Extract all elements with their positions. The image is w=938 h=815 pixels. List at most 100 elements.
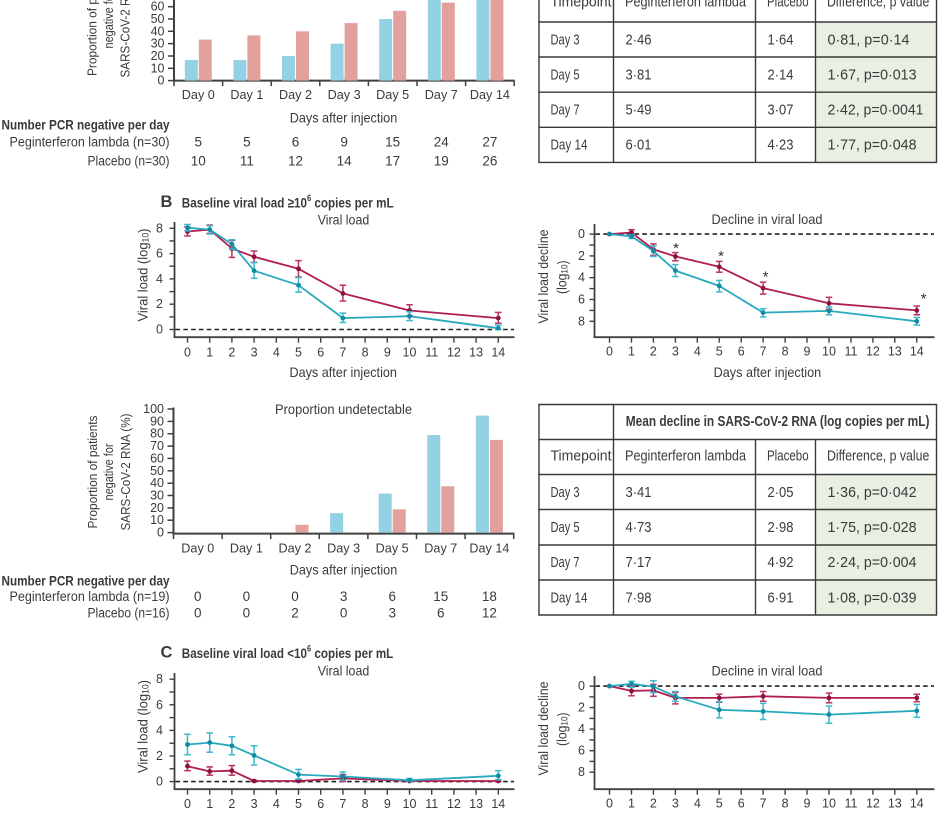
svg-text:Timepoint: Timepoint bbox=[551, 0, 613, 11]
svg-text:0: 0 bbox=[194, 589, 202, 604]
svg-text:Day 0: Day 0 bbox=[181, 542, 214, 556]
svg-text:2: 2 bbox=[228, 797, 235, 811]
svg-text:50: 50 bbox=[151, 12, 165, 26]
svg-text:10: 10 bbox=[403, 797, 417, 811]
svg-text:10: 10 bbox=[151, 61, 165, 75]
svg-text:9: 9 bbox=[804, 345, 811, 359]
svg-text:3: 3 bbox=[672, 345, 679, 359]
svg-text:1·75, p=0·028: 1·75, p=0·028 bbox=[828, 519, 917, 536]
svg-text:2·05: 2·05 bbox=[768, 484, 794, 501]
svg-text:SARS-CoV-2 RNA (%): SARS-CoV-2 RNA (%) bbox=[118, 414, 133, 531]
svg-text:Day 14: Day 14 bbox=[469, 542, 509, 556]
svg-text:2: 2 bbox=[650, 797, 657, 811]
svg-text:12: 12 bbox=[447, 345, 461, 359]
svg-text:10: 10 bbox=[191, 153, 206, 168]
svg-text:1: 1 bbox=[206, 797, 213, 811]
svg-text:3·07: 3·07 bbox=[768, 102, 794, 119]
svg-text:2: 2 bbox=[156, 297, 163, 311]
svg-text:2·98: 2·98 bbox=[768, 519, 794, 536]
svg-text:30: 30 bbox=[150, 489, 164, 503]
svg-text:SARS-CoV-2 RNA (%): SARS-CoV-2 RNA (%) bbox=[118, 0, 133, 78]
svg-text:80: 80 bbox=[150, 427, 164, 441]
svg-text:14: 14 bbox=[491, 345, 505, 359]
svg-text:Viral load decline: Viral load decline bbox=[536, 230, 551, 324]
svg-text:Viral load decline: Viral load decline bbox=[536, 682, 551, 776]
svg-text:6·91: 6·91 bbox=[768, 589, 794, 606]
svg-text:2: 2 bbox=[650, 345, 657, 359]
svg-text:7·17: 7·17 bbox=[626, 554, 652, 571]
svg-text:8: 8 bbox=[578, 765, 585, 779]
svg-text:0: 0 bbox=[157, 526, 164, 540]
svg-text:0: 0 bbox=[156, 323, 163, 337]
svg-text:9: 9 bbox=[804, 797, 811, 811]
svg-text:Day 5: Day 5 bbox=[376, 542, 409, 556]
svg-text:B: B bbox=[161, 193, 173, 211]
svg-text:3: 3 bbox=[388, 606, 396, 621]
svg-text:6: 6 bbox=[578, 744, 585, 758]
svg-text:C: C bbox=[161, 644, 173, 662]
svg-text:0: 0 bbox=[184, 345, 191, 359]
svg-text:(log10): (log10) bbox=[555, 260, 570, 294]
svg-text:Day 2: Day 2 bbox=[279, 88, 312, 102]
svg-text:Day 3: Day 3 bbox=[328, 88, 361, 102]
svg-text:2·46: 2·46 bbox=[626, 31, 652, 48]
svg-text:2·42, p=0·0041: 2·42, p=0·0041 bbox=[828, 102, 924, 119]
svg-text:Proportion of patients: Proportion of patients bbox=[85, 415, 100, 528]
svg-text:9: 9 bbox=[384, 797, 391, 811]
svg-text:6: 6 bbox=[156, 698, 163, 712]
svg-text:24: 24 bbox=[434, 135, 450, 150]
svg-text:5: 5 bbox=[195, 135, 203, 150]
svg-text:5: 5 bbox=[295, 345, 302, 359]
svg-text:3: 3 bbox=[672, 797, 679, 811]
svg-text:Day 7: Day 7 bbox=[551, 554, 580, 571]
svg-text:Days after injection: Days after injection bbox=[290, 110, 398, 126]
svg-text:Days after injection: Days after injection bbox=[714, 364, 822, 380]
svg-text:5: 5 bbox=[243, 135, 251, 150]
svg-text:6: 6 bbox=[156, 247, 163, 261]
svg-text:11: 11 bbox=[240, 153, 254, 168]
svg-text:4: 4 bbox=[156, 723, 163, 737]
svg-text:Proportion of patients: Proportion of patients bbox=[85, 0, 100, 76]
svg-text:1·64: 1·64 bbox=[768, 31, 794, 48]
svg-text:11: 11 bbox=[425, 797, 438, 811]
svg-text:Day 14: Day 14 bbox=[551, 137, 588, 154]
svg-text:12: 12 bbox=[866, 797, 880, 811]
svg-text:Peginterferon lambda: Peginterferon lambda bbox=[625, 448, 747, 465]
svg-text:10: 10 bbox=[822, 797, 836, 811]
svg-text:0: 0 bbox=[578, 679, 585, 693]
svg-text:1: 1 bbox=[628, 797, 635, 811]
svg-text:4: 4 bbox=[156, 272, 163, 286]
svg-text:8: 8 bbox=[782, 797, 789, 811]
svg-text:Number PCR negative per day: Number PCR negative per day bbox=[2, 117, 170, 133]
svg-text:Placebo: Placebo bbox=[767, 0, 809, 11]
svg-text:4·73: 4·73 bbox=[626, 519, 652, 536]
svg-text:Baseline viral load <106 copie: Baseline viral load <106 copies per mL bbox=[182, 644, 394, 662]
svg-text:19: 19 bbox=[434, 153, 449, 168]
svg-text:1·67, p=0·013: 1·67, p=0·013 bbox=[828, 66, 917, 83]
svg-text:0: 0 bbox=[158, 74, 165, 88]
svg-text:7: 7 bbox=[339, 797, 346, 811]
svg-text:0: 0 bbox=[243, 589, 251, 604]
svg-text:8: 8 bbox=[782, 345, 789, 359]
svg-text:*: * bbox=[763, 268, 769, 285]
svg-text:Viral load (log10): Viral load (log10) bbox=[136, 229, 151, 322]
svg-text:0: 0 bbox=[606, 797, 613, 811]
svg-text:10: 10 bbox=[150, 513, 164, 527]
svg-text:8: 8 bbox=[156, 221, 163, 235]
svg-text:10: 10 bbox=[403, 345, 417, 359]
svg-text:60: 60 bbox=[150, 451, 164, 465]
svg-text:12: 12 bbox=[447, 797, 461, 811]
svg-text:Decline in viral load: Decline in viral load bbox=[712, 211, 823, 227]
svg-text:13: 13 bbox=[469, 797, 483, 811]
svg-text:4: 4 bbox=[694, 797, 701, 811]
svg-text:5: 5 bbox=[716, 797, 723, 811]
svg-text:20: 20 bbox=[151, 49, 165, 63]
svg-text:6: 6 bbox=[317, 345, 324, 359]
svg-text:15: 15 bbox=[433, 589, 448, 604]
svg-text:Placebo: Placebo bbox=[767, 448, 809, 465]
svg-text:1: 1 bbox=[206, 345, 213, 359]
svg-text:Days after injection: Days after injection bbox=[290, 562, 398, 578]
svg-text:4: 4 bbox=[578, 271, 585, 285]
svg-text:0·81, p=0·14: 0·81, p=0·14 bbox=[828, 31, 910, 48]
svg-text:Day 3: Day 3 bbox=[551, 31, 580, 48]
